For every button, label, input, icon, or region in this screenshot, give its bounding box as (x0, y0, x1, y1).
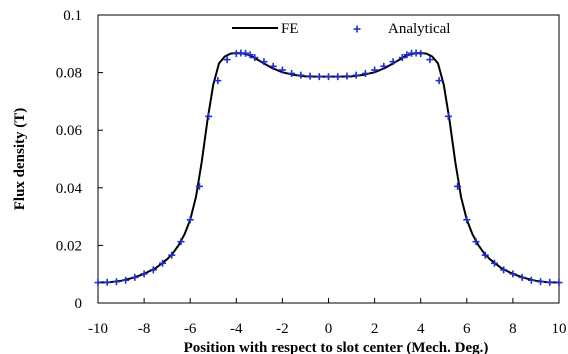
analytical-point (242, 49, 250, 57)
analytical-point (260, 58, 268, 66)
legend-label-analytical: Analytical (388, 21, 450, 37)
analytical-point (177, 238, 185, 246)
analytical-point (288, 69, 296, 77)
x-tick-label: -4 (230, 321, 243, 337)
analytical-point (509, 270, 517, 278)
analytical-point (223, 56, 231, 64)
analytical-point (205, 112, 213, 120)
analytical-point (454, 182, 462, 190)
analytical-point (195, 182, 203, 190)
analytical-point (426, 56, 434, 64)
analytical-point (186, 216, 194, 224)
analytical-point (334, 73, 342, 81)
analytical-point (214, 77, 222, 85)
y-tick-label: 0.04 (56, 181, 83, 197)
analytical-point (546, 278, 554, 286)
analytical-point (94, 279, 102, 287)
analytical-point (122, 276, 130, 284)
analytical-point (315, 73, 323, 81)
analytical-point (380, 62, 388, 70)
series-line-fe (97, 52, 560, 284)
analytical-point (518, 273, 526, 281)
x-tick-label: 4 (417, 321, 425, 337)
analytical-point (325, 73, 332, 81)
analytical-point (131, 273, 139, 281)
analytical-point (168, 251, 176, 259)
analytical-point (246, 51, 254, 59)
x-tick-label: 10 (552, 321, 567, 337)
analytical-point (343, 72, 351, 80)
analytical-point (490, 259, 498, 267)
analytical-point (403, 51, 411, 59)
analytical-point (149, 266, 157, 274)
analytical-point (444, 112, 452, 120)
legend-plus-swatch (353, 25, 361, 33)
analytical-point (463, 216, 471, 224)
x-tick-label: -8 (138, 321, 151, 337)
x-tick-label: -10 (88, 321, 108, 337)
y-axis-title: Flux density (T) (12, 108, 28, 211)
analytical-point (481, 251, 489, 259)
x-tick-label: 6 (463, 321, 471, 337)
analytical-point (352, 71, 360, 79)
x-tick-label: 8 (509, 321, 517, 337)
x-axis: -10 -8 -6 -4 -2 0 2 4 6 8 10 (88, 298, 567, 337)
analytical-point (306, 72, 314, 80)
x-tick-label: -2 (276, 321, 289, 337)
analytical-point (140, 270, 148, 278)
y-axis: 0 0.02 0.04 0.06 0.08 0.1 (56, 8, 103, 312)
analytical-point (555, 279, 563, 287)
analytical-point (398, 54, 406, 62)
analytical-point (251, 54, 259, 62)
y-tick-label: 0 (75, 296, 83, 312)
analytical-point (278, 66, 286, 74)
analytical-point (527, 276, 535, 284)
analytical-point (297, 71, 305, 79)
x-tick-label: 0 (325, 321, 333, 337)
analytical-point (537, 278, 545, 286)
analytical-point (112, 278, 120, 286)
analytical-point (417, 50, 425, 58)
x-axis-title: Position with respect to slot center (Me… (184, 340, 489, 354)
analytical-point (472, 238, 480, 246)
legend: FE Analytical (232, 21, 450, 37)
analytical-point (500, 266, 508, 274)
y-tick-label: 0.02 (56, 238, 82, 254)
analytical-point (371, 66, 379, 74)
y-tick-label: 0.06 (56, 123, 83, 139)
y-tick-label: 0.08 (56, 66, 82, 82)
legend-label-fe: FE (281, 21, 299, 37)
analytical-point (435, 77, 443, 85)
x-tick-label: -6 (184, 321, 197, 337)
analytical-point (103, 278, 111, 286)
y-tick-label: 0.1 (63, 8, 82, 24)
analytical-point (269, 62, 277, 70)
analytical-point (361, 69, 369, 77)
analytical-point (159, 259, 167, 267)
x-tick-label: 2 (371, 321, 379, 337)
series-layer (94, 49, 563, 287)
analytical-point (389, 58, 397, 66)
